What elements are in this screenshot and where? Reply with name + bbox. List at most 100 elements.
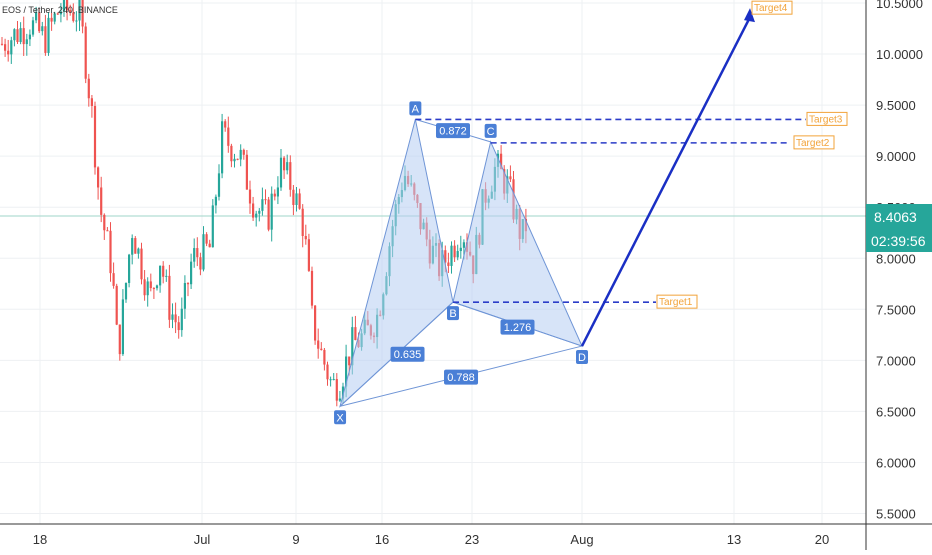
candle-body xyxy=(56,13,59,15)
candle-body xyxy=(298,193,301,209)
candle-body xyxy=(444,250,447,263)
candle-body xyxy=(62,0,66,12)
candle-body xyxy=(450,245,453,266)
candle-body xyxy=(447,262,450,266)
candle-body xyxy=(174,314,177,323)
candle-body xyxy=(25,39,28,45)
candle-body xyxy=(10,40,13,55)
candle-body xyxy=(0,43,4,45)
symbol-title: EOS / Tether, 240, BINANCE xyxy=(2,5,118,15)
time-tick-label: Jul xyxy=(194,532,211,547)
ratio-labels: 0.872 0.635 1.276 0.788 xyxy=(390,123,535,385)
candle-body xyxy=(323,349,326,365)
point-label-bg xyxy=(409,101,422,116)
candle-body xyxy=(186,283,190,285)
point-label-a: A xyxy=(412,103,420,115)
candle-body xyxy=(217,173,221,197)
candle-body xyxy=(183,283,186,309)
point-label-c: C xyxy=(487,126,495,138)
candle-body xyxy=(13,29,16,41)
candle-body xyxy=(310,270,314,306)
time-axis[interactable]: 18 Jul 9 16 23 Aug 13 20 xyxy=(33,532,829,547)
candle-body xyxy=(255,213,258,218)
price-tick-label: 7.5000 xyxy=(876,302,916,317)
candle-body xyxy=(4,44,7,51)
candle-body xyxy=(121,299,124,355)
candle-body xyxy=(261,199,264,211)
candle-body xyxy=(75,20,78,22)
candle-body xyxy=(332,379,335,381)
candle-body xyxy=(317,340,320,349)
candle-body xyxy=(109,230,112,274)
time-tick-label: 20 xyxy=(815,532,829,547)
point-label-bg xyxy=(576,350,588,365)
point-label-x: X xyxy=(336,412,344,424)
candle-body xyxy=(335,379,338,401)
candle-body xyxy=(292,189,295,205)
candle-body xyxy=(509,176,512,180)
price-tag-countdown: 02:39:56 xyxy=(871,233,926,249)
candle-body xyxy=(90,98,93,106)
ratio-label: 0.635 xyxy=(394,349,422,361)
candle-body xyxy=(134,238,137,254)
price-tick-label: 10.0000 xyxy=(876,47,923,62)
candle-body xyxy=(283,157,286,171)
candle-body xyxy=(221,121,224,174)
candle-body xyxy=(286,162,289,171)
candle-body xyxy=(301,208,304,237)
candle-body xyxy=(230,145,233,162)
price-tag-background xyxy=(866,204,932,252)
candle-body xyxy=(69,10,72,13)
candle-body xyxy=(307,239,310,271)
candle-body xyxy=(459,247,462,252)
price-tick-label: 6.5000 xyxy=(876,404,916,419)
candle-body xyxy=(112,273,115,286)
candle-body xyxy=(456,251,459,258)
ratio-label-bg xyxy=(390,346,425,362)
candle-body xyxy=(345,356,348,387)
candle-body xyxy=(224,121,227,128)
candle-body xyxy=(196,248,199,258)
point-label-bg xyxy=(484,123,497,138)
candle-body xyxy=(193,248,196,262)
candle-body xyxy=(155,285,159,289)
time-tick-label: 16 xyxy=(375,532,389,547)
candle-body xyxy=(146,281,149,296)
candle-body xyxy=(348,356,351,366)
time-tick-label: 23 xyxy=(465,532,479,547)
candle-body xyxy=(270,193,273,230)
candle-body xyxy=(128,254,131,283)
price-tick-label: 6.0000 xyxy=(876,455,916,470)
target-label-box xyxy=(656,294,698,309)
candle-body xyxy=(258,210,261,214)
price-tick-label: 7.0000 xyxy=(876,353,916,368)
price-axis[interactable]: 10.500010.00009.50009.00008.50008.00007.… xyxy=(876,0,923,522)
point-labels: X A B C D xyxy=(334,101,588,425)
candle-body xyxy=(78,0,81,21)
candle-body xyxy=(227,127,230,146)
projection-arrow-head xyxy=(744,8,755,23)
candle-body xyxy=(252,203,255,218)
candle-body xyxy=(202,234,205,270)
candle-body xyxy=(159,265,162,286)
candle-body xyxy=(165,275,168,277)
candle-body xyxy=(326,364,329,380)
candle-body xyxy=(190,261,193,285)
price-tag-value: 8.4063 xyxy=(874,209,917,225)
candle-body xyxy=(72,12,75,21)
point-label-bg xyxy=(334,410,347,425)
ratio-label-bg xyxy=(436,123,470,139)
candle-body xyxy=(171,314,174,320)
candle-body xyxy=(41,26,44,32)
candle-body xyxy=(7,50,10,55)
target-labels: Target1 Target2 Target3 Target4 xyxy=(656,0,848,309)
candle-body xyxy=(31,20,35,35)
candle-body xyxy=(462,242,465,248)
candle-body xyxy=(103,214,106,231)
point-label-b: B xyxy=(449,308,456,320)
ratio-label: 1.276 xyxy=(504,322,532,334)
candle-body xyxy=(248,189,252,204)
candle-body xyxy=(320,348,323,350)
